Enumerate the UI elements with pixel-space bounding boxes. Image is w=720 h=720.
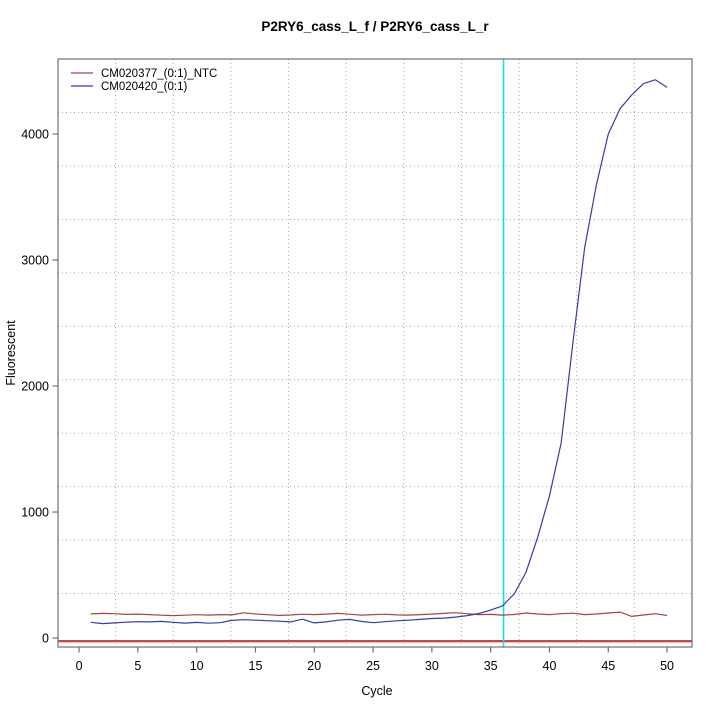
x-tick-label: 5 bbox=[134, 659, 141, 673]
x-tick-label: 40 bbox=[543, 659, 557, 673]
axis-layer: 0 5 10 15 20 25 30 35 40 45 50 0 1000 2000 3000 4000 bbox=[21, 58, 693, 673]
chart-title: P2RY6_cass_L_f / P2RY6_cass_L_r bbox=[261, 19, 489, 34]
y-axis-title: Fluorescent bbox=[4, 320, 18, 386]
y-tick-label: 1000 bbox=[21, 506, 49, 520]
legend-label: CM020420_(0:1) bbox=[101, 81, 187, 93]
x-tick-label: 35 bbox=[484, 659, 498, 673]
x-tick-label: 30 bbox=[425, 659, 439, 673]
x-tick-label: 25 bbox=[366, 659, 380, 673]
x-tick-label: 15 bbox=[249, 659, 263, 673]
y-tick-label: 3000 bbox=[21, 253, 49, 267]
x-tick-label: 10 bbox=[190, 659, 204, 673]
plot-box bbox=[57, 58, 693, 648]
x-tick-label: 45 bbox=[601, 659, 615, 673]
legend-label: CM020377_(0:1)_NTC bbox=[101, 68, 217, 80]
y-tick-label: 0 bbox=[42, 632, 49, 646]
x-tick-label: 50 bbox=[660, 659, 674, 673]
series-line-CM020420_(0:1) bbox=[90, 79, 668, 625]
y-tick-label: 2000 bbox=[21, 380, 49, 394]
grid-layer bbox=[58, 59, 693, 647]
series-line-CM020377_(0:1)_NTC bbox=[90, 611, 668, 618]
line-layer bbox=[58, 59, 692, 647]
x-tick-label: 20 bbox=[307, 659, 321, 673]
x-tick-label: 0 bbox=[76, 659, 83, 673]
x-axis-title: Cycle bbox=[361, 684, 392, 698]
y-tick-label: 4000 bbox=[21, 127, 49, 141]
